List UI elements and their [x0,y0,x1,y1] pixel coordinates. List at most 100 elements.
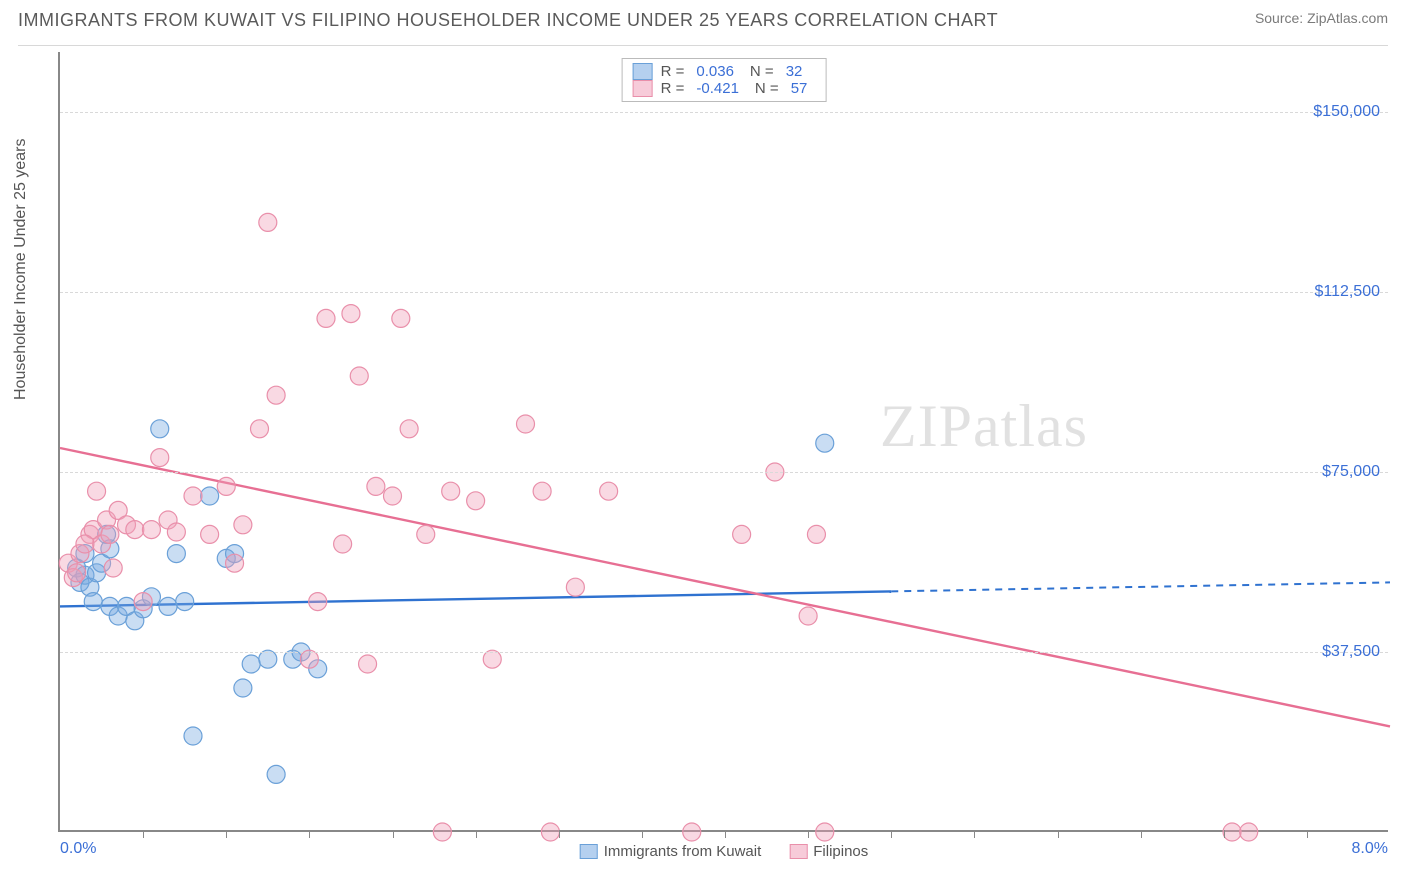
scatter-point [807,525,825,543]
scatter-point [167,523,185,541]
scatter-point [367,477,385,495]
scatter-point [799,607,817,625]
gridline [60,292,1388,293]
source-label: Source: ZipAtlas.com [1255,10,1388,26]
scatter-point [184,727,202,745]
x-axis-max-label: 8.0% [1352,840,1388,858]
y-tick-label: $37,500 [1322,643,1380,661]
scatter-point [733,525,751,543]
legend-label-filipinos: Filipinos [813,843,868,860]
legend-swatch-filipinos [789,844,807,859]
scatter-point [392,309,410,327]
legend-swatch-filipinos [633,80,653,97]
plot-area: R = 0.036 N = 32 R = -0.421 N = 57 ZIPat… [58,52,1388,832]
scatter-point [384,487,402,505]
scatter-point [142,521,160,539]
scatter-point [334,535,352,553]
chart-container: IMMIGRANTS FROM KUWAIT VS FILIPINO HOUSE… [0,0,1406,892]
x-tick [226,830,227,838]
r-value-kuwait: 0.036 [696,63,734,80]
scatter-point [1240,823,1258,841]
scatter-point [251,420,269,438]
n-value-filipinos: 57 [791,80,808,97]
scatter-point [159,597,177,615]
x-tick [393,830,394,838]
x-tick [1307,830,1308,838]
scatter-point [533,482,551,500]
scatter-point [184,487,202,505]
x-tick [143,830,144,838]
scatter-point [1223,823,1241,841]
scatter-point [350,367,368,385]
scatter-point [234,679,252,697]
scatter-point [267,765,285,783]
gridline [60,472,1388,473]
scatter-point [201,525,219,543]
scatter-point [242,655,260,673]
y-tick-label: $150,000 [1313,103,1380,121]
scatter-point [84,593,102,611]
x-tick [476,830,477,838]
x-tick [1058,830,1059,838]
x-tick [559,830,560,838]
x-tick [309,830,310,838]
scatter-point [417,525,435,543]
y-tick-label: $75,000 [1322,463,1380,481]
scatter-points [60,52,1388,830]
legend-swatch-kuwait [580,844,598,859]
scatter-point [467,492,485,510]
scatter-point [88,482,106,500]
gridline [60,112,1388,113]
n-value-kuwait: 32 [786,63,803,80]
scatter-point [309,593,327,611]
x-tick [725,830,726,838]
x-tick [891,830,892,838]
chart-title: IMMIGRANTS FROM KUWAIT VS FILIPINO HOUSE… [18,10,998,31]
x-tick [808,830,809,838]
x-tick [1224,830,1225,838]
scatter-point [433,823,451,841]
scatter-point [226,554,244,572]
scatter-point [267,386,285,404]
scatter-point [76,535,94,553]
scatter-point [176,593,194,611]
r-value-filipinos: -0.421 [696,80,739,97]
scatter-point [400,420,418,438]
x-tick [974,830,975,838]
scatter-point [68,564,86,582]
scatter-point [126,521,144,539]
scatter-point [317,309,335,327]
legend-item-filipinos: Filipinos [789,843,868,860]
scatter-point [234,516,252,534]
scatter-point [151,420,169,438]
x-axis-min-label: 0.0% [60,840,96,858]
legend-item-kuwait: Immigrants from Kuwait [580,843,762,860]
scatter-point [101,525,119,543]
x-tick [1141,830,1142,838]
scatter-point [541,823,559,841]
legend-stats: R = 0.036 N = 32 R = -0.421 N = 57 [622,58,827,102]
y-tick-label: $112,500 [1314,283,1380,301]
legend-swatch-kuwait [633,63,653,80]
scatter-point [816,434,834,452]
scatter-point [683,823,701,841]
scatter-point [259,213,277,231]
legend-label-kuwait: Immigrants from Kuwait [604,843,762,860]
scatter-point [217,477,235,495]
legend-stats-row: R = -0.421 N = 57 [633,80,816,97]
gridline [60,652,1388,653]
scatter-point [167,545,185,563]
scatter-point [517,415,535,433]
legend-stats-row: R = 0.036 N = 32 [633,63,816,80]
scatter-point [151,449,169,467]
y-axis-label: Householder Income Under 25 years [12,139,30,400]
legend-series: Immigrants from Kuwait Filipinos [580,843,869,860]
scatter-point [201,487,219,505]
scatter-point [134,593,152,611]
scatter-point [566,578,584,596]
scatter-point [442,482,460,500]
scatter-point [600,482,618,500]
title-bar: IMMIGRANTS FROM KUWAIT VS FILIPINO HOUSE… [18,10,1388,46]
x-tick [642,830,643,838]
scatter-point [359,655,377,673]
